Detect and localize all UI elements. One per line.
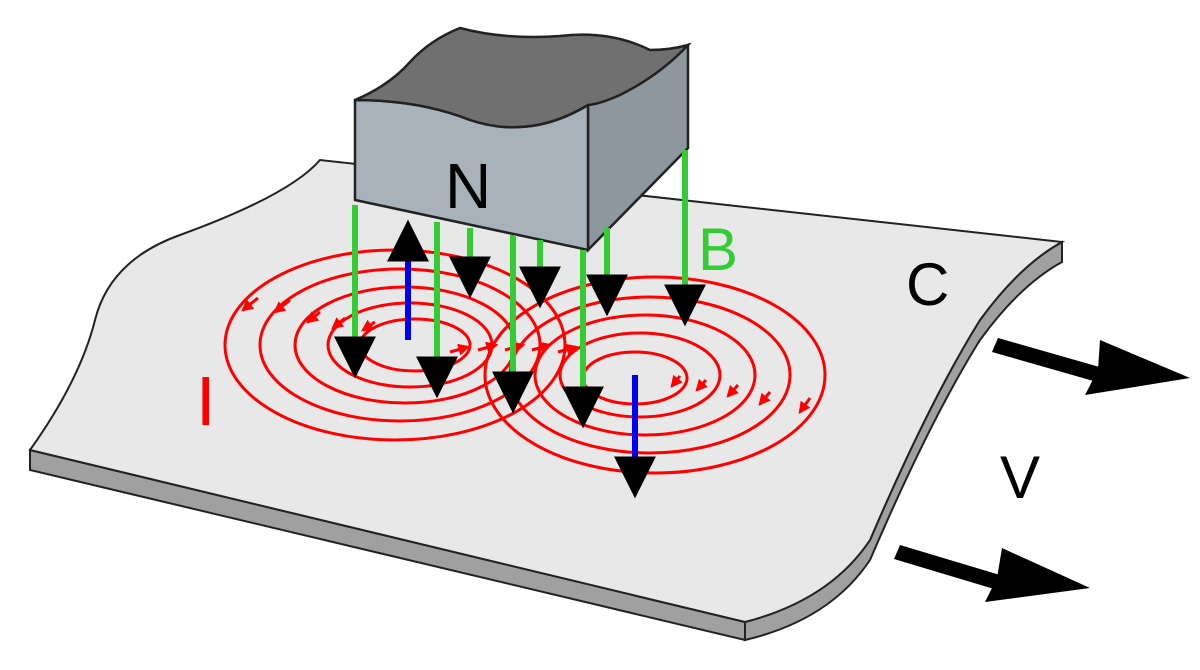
right-arrow-icon: [992, 338, 1190, 395]
velocity-label: V: [1000, 444, 1040, 511]
eddy-loop: [533, 313, 757, 437]
eddy-arrowhead: [758, 391, 772, 406]
force-vectors: [387, 219, 656, 499]
eddy-arrowhead: [273, 298, 291, 314]
magnet-pole-label: N: [445, 150, 491, 222]
velocity-arrows: [894, 338, 1190, 602]
conductor-plate: [28, 158, 1066, 642]
right-arrow-icon: [894, 545, 1090, 602]
eddy-arrowhead: [331, 316, 346, 330]
eddy-arrowhead: [241, 296, 259, 312]
magnetic-field-lines: [334, 150, 706, 429]
eddy-arrowhead: [670, 374, 683, 388]
eddy-arrowhead: [557, 343, 579, 356]
eddy-arrowhead: [361, 319, 376, 332]
eddy-arrowhead: [449, 343, 471, 356]
eddy-arrowhead: [306, 310, 321, 324]
eddy-arrowheads: [241, 296, 812, 414]
eddy-loop: [558, 331, 722, 419]
conductor-label: C: [906, 251, 949, 318]
eddy-arrowhead: [798, 397, 812, 414]
plate-top: [28, 158, 1066, 624]
eddy-arrowhead: [531, 341, 553, 354]
magnet: [353, 26, 692, 254]
magnetic-field-label: B: [698, 216, 738, 283]
eddy-arrowhead: [695, 378, 708, 392]
eddy-arrowhead: [477, 341, 499, 354]
current-label: I: [196, 362, 215, 440]
magnet-top-face: [354, 26, 692, 129]
eddy-arrowhead: [726, 383, 740, 398]
